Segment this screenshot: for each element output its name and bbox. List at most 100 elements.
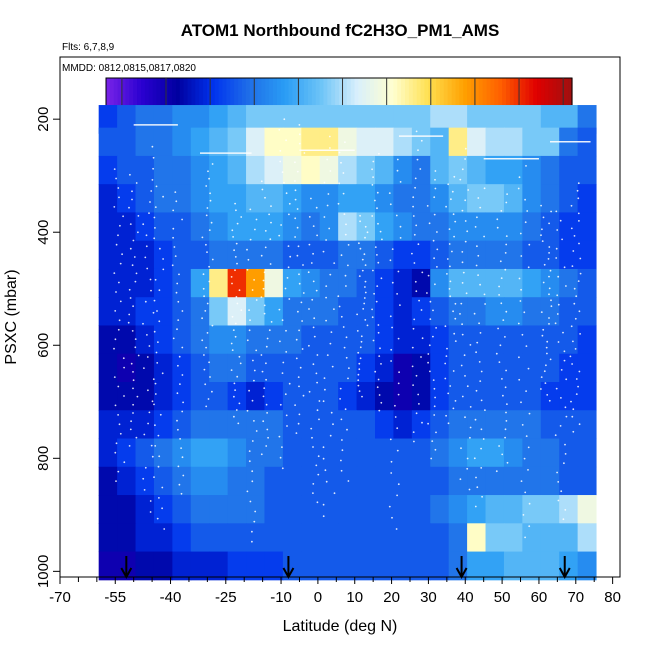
x-tick-label: -55: [104, 589, 126, 606]
track-dot: [117, 187, 120, 189]
heatmap-cell: [467, 325, 487, 355]
heatmap-cell: [172, 382, 192, 411]
heatmap-cell: [577, 268, 597, 298]
track-dot: [180, 492, 183, 495]
track-dot: [311, 436, 313, 439]
track-dot: [549, 269, 552, 272]
colorbar-segment: [471, 78, 476, 118]
track-dot: [557, 303, 560, 306]
track-dot: [311, 298, 314, 301]
heatmap-cell: [559, 325, 579, 355]
colorbar-segment: [537, 78, 542, 118]
heatmap-cell: [190, 495, 210, 524]
track-dot: [207, 398, 210, 400]
track-dot: [251, 480, 254, 483]
plot-frame: [59, 56, 621, 578]
colorbar-segment: [172, 78, 177, 118]
track-dot: [132, 239, 135, 242]
track-dot: [251, 530, 253, 533]
track-dot: [171, 264, 174, 267]
heatmap-cell: [375, 551, 394, 581]
heatmap-cell: [209, 523, 229, 553]
heatmap-cell: [227, 240, 247, 270]
track-dot: [262, 420, 265, 423]
heatmap-cell: [264, 155, 284, 185]
heatmap-cell: [135, 495, 155, 524]
track-dot: [449, 265, 451, 268]
track-dot: [427, 422, 429, 425]
colorbar-segment: [412, 78, 418, 118]
heatmap-cell: [282, 466, 302, 496]
track-dot: [526, 210, 529, 212]
track-dot: [480, 467, 483, 469]
heatmap-cell: [467, 184, 487, 213]
track-dot: [252, 359, 254, 362]
track-dot: [287, 266, 290, 269]
track-dot: [428, 344, 431, 347]
track-dot: [153, 403, 155, 406]
track-dot: [498, 285, 500, 288]
track-dot: [418, 403, 420, 405]
track-dot: [431, 440, 434, 442]
track-dot: [323, 216, 326, 218]
track-dot: [395, 528, 398, 530]
track-dot: [469, 426, 472, 429]
x-tick-label: -70: [49, 589, 71, 606]
track-dot: [447, 422, 450, 425]
track-dot: [396, 158, 399, 161]
heatmap-cell: [356, 297, 376, 326]
track-dot: [236, 375, 239, 378]
track-dot: [206, 302, 209, 305]
track-dot: [176, 282, 179, 285]
heatmap-cell: [448, 105, 468, 134]
track-dot: [129, 247, 132, 250]
track-dot: [313, 335, 316, 338]
heatmap-cell: [356, 240, 376, 270]
track-dot: [298, 273, 300, 276]
track-dot: [328, 227, 331, 230]
track-dot: [433, 213, 436, 216]
track-dot: [572, 250, 575, 252]
track-dot: [113, 206, 116, 208]
heatmap-cell: [117, 495, 137, 524]
track-dot: [381, 238, 383, 241]
heatmap-cell: [301, 438, 321, 468]
track-dot: [434, 396, 436, 399]
heatmap-cell: [209, 105, 229, 134]
track-dot: [448, 288, 451, 290]
track-dot: [579, 257, 582, 260]
heatmap-cell: [227, 212, 247, 242]
track-dot: [502, 394, 504, 397]
heatmap-cell: [577, 325, 597, 355]
track-dot: [548, 293, 550, 296]
heatmap-cell: [503, 297, 523, 326]
heatmap-cell: [393, 466, 413, 496]
track-dot: [389, 259, 392, 262]
heatmap-cell: [411, 240, 431, 270]
track-dot: [476, 245, 478, 248]
track-dot: [115, 243, 118, 246]
track-dot: [548, 222, 550, 225]
heatmap-cell: [117, 240, 137, 270]
track-dot: [465, 292, 468, 295]
heatmap-cell: [246, 105, 265, 134]
track-dot: [391, 326, 393, 329]
track-dot: [434, 178, 436, 181]
track-dot: [175, 291, 178, 294]
heatmap-cell: [172, 212, 192, 242]
heatmap-cell: [301, 523, 321, 553]
track-dot: [205, 405, 208, 408]
heatmap-cell: [448, 410, 468, 440]
heatmap-cell: [172, 466, 192, 496]
track-dot: [132, 403, 135, 406]
track-dot: [524, 198, 526, 201]
track-dot: [572, 430, 575, 433]
heatmap-cell: [503, 353, 523, 383]
track-dot: [283, 118, 286, 121]
colorbar-segment: [342, 78, 348, 118]
track-dot: [562, 331, 564, 334]
track-dot: [359, 247, 362, 250]
heatmap-cell: [117, 184, 137, 213]
heatmap-cell: [153, 438, 173, 468]
heatmap-cell: [301, 240, 321, 270]
